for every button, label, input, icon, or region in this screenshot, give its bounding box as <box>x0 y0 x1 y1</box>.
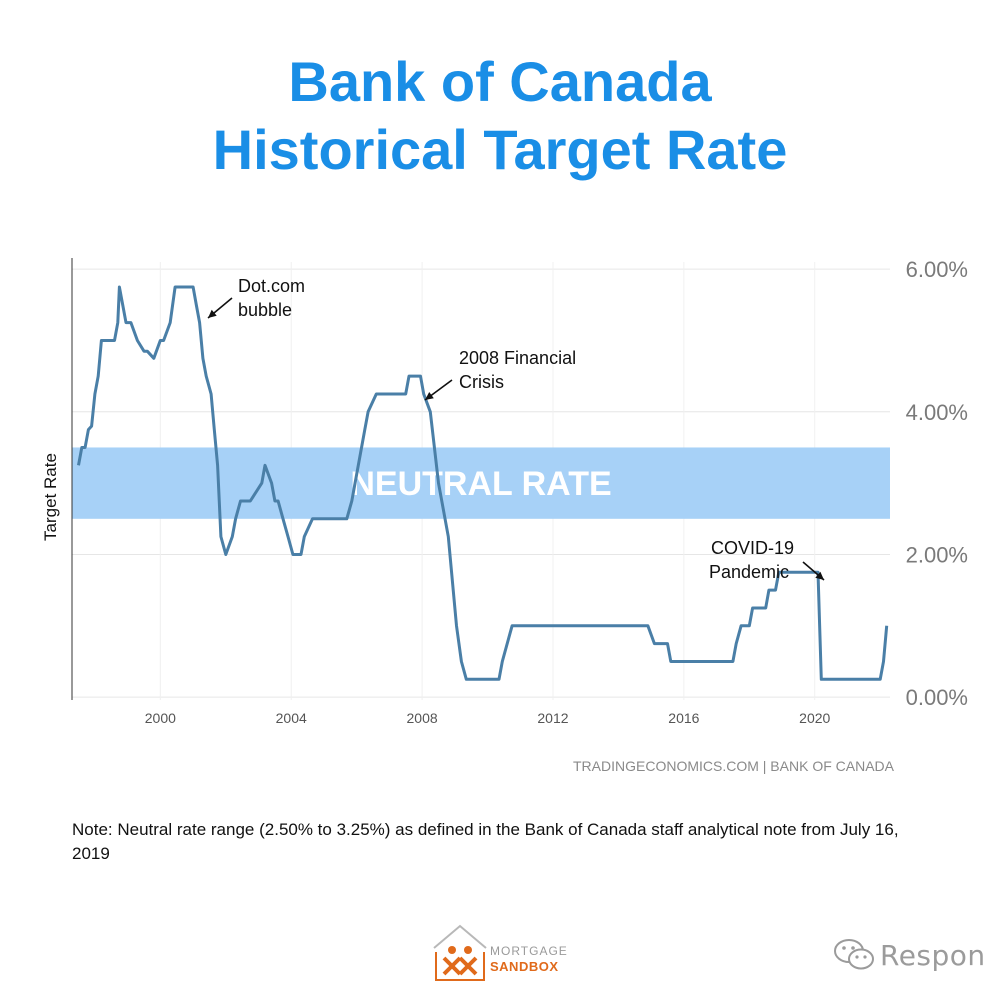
annotation-1-arrow-head <box>425 392 434 400</box>
x-tick-label-1: 2004 <box>276 710 307 726</box>
y-tick-label-3: 6.00% <box>906 257 968 282</box>
annotation-2-line-2: Pandemic <box>709 562 789 582</box>
annotation-1-line-1: 2008 Financial <box>459 348 576 368</box>
watermark-text: Respon <box>880 939 986 972</box>
x-tick-label-5: 2020 <box>799 710 830 726</box>
y-tick-label-1: 2.00% <box>906 542 968 567</box>
x-axis-ticks: 2000 2004 2008 2012 2016 2020 <box>145 710 831 726</box>
annotation-0-arrow-head <box>208 309 217 318</box>
series-line-target-rate <box>77 285 889 681</box>
watermark: Respon <box>832 933 992 977</box>
logo-house-icon <box>433 924 487 981</box>
annotation-0-line-1: Dot.com <box>238 276 305 296</box>
footnote: Note: Neutral rate range (2.50% to 3.25%… <box>72 820 899 863</box>
x-tick-label-4: 2016 <box>668 710 699 726</box>
x-tick-label-3: 2012 <box>537 710 568 726</box>
annotation-2-arrow-head <box>815 571 824 580</box>
mortgage-sandbox-logo: MORTGAGE SANDBOX <box>430 922 590 984</box>
annotation-0-line-2: bubble <box>238 300 292 320</box>
wechat-icon <box>834 939 874 970</box>
page-title: Bank of Canada Historical Target Rate <box>0 48 1000 184</box>
x-tick-label-2: 2008 <box>407 710 438 726</box>
annotation-0: Dot.com bubble <box>207 276 305 320</box>
x-tick-label-0: 2000 <box>145 710 176 726</box>
annotation-1: 2008 Financial Crisis <box>424 348 576 401</box>
y-tick-label-0: 0.00% <box>906 685 968 710</box>
rate-chart: NEUTRAL RATE 2000 2004 2008 2012 2016 2020 0.… <box>41 257 968 774</box>
y-axis-label: Target Rate <box>41 453 60 541</box>
title-line-2: Historical Target Rate <box>212 118 788 181</box>
neutral-rate-label: NEUTRAL RATE <box>350 465 611 503</box>
annotations: Dot.com bubble 2008 Financial Crisis COVID-1… <box>207 276 825 582</box>
annotation-2: COVID-19 Pandemic <box>709 538 825 582</box>
neutral-rate-band <box>72 447 890 519</box>
logo-text-sandbox: SANDBOX <box>490 959 559 974</box>
annotation-1-line-2: Crisis <box>459 372 504 392</box>
title-line-1: Bank of Canada <box>288 50 712 113</box>
y-tick-label-2: 4.00% <box>906 400 968 425</box>
source-label: TRADINGECONOMICS.COM | BANK OF CANADA <box>573 758 895 774</box>
logo-text-mortgage: MORTGAGE <box>490 944 568 958</box>
y-axis-ticks: 0.00% 2.00% 4.00% 6.00% <box>906 257 968 710</box>
annotation-2-line-1: COVID-19 <box>711 538 794 558</box>
